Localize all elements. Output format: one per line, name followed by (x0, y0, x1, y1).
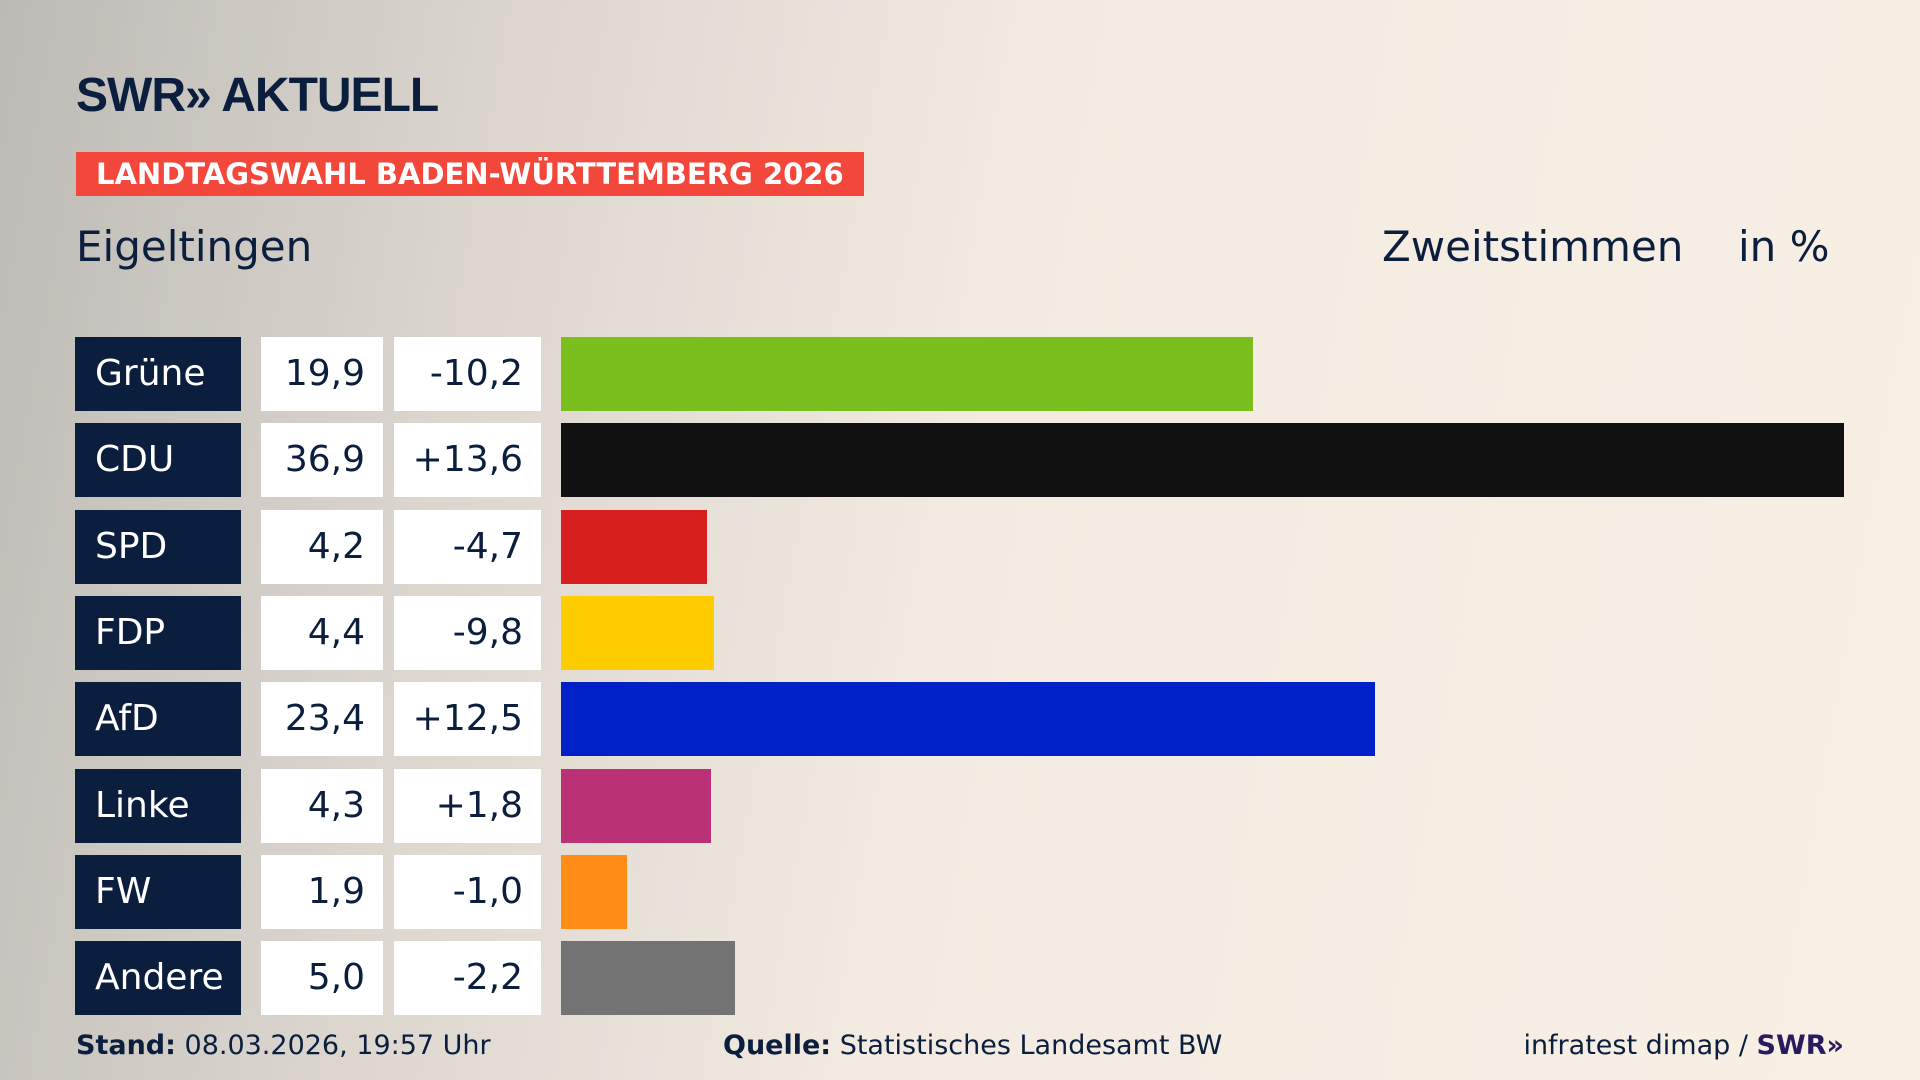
party-bar (561, 768, 711, 843)
party-name: Andere (75, 941, 241, 1016)
party-value: 36,9 (261, 423, 383, 498)
party-diff: -2,2 (394, 941, 541, 1016)
party-bar (561, 423, 1844, 498)
timestamp: Stand: 08.03.2026, 19:57 Uhr (76, 1030, 491, 1061)
party-value: 1,9 (261, 854, 383, 929)
party-diff: +12,5 (394, 682, 541, 757)
party-diff: +1,8 (394, 768, 541, 843)
party-name: FW (75, 854, 241, 929)
party-value: 4,2 (261, 509, 383, 584)
swr-aktuell-logo: SWR» AKTUELL (76, 69, 439, 122)
party-diff: +13,6 (394, 423, 541, 498)
party-name: FDP (75, 595, 241, 670)
party-bar (561, 509, 708, 584)
election-banner: LANDTAGSWAHL BADEN-WÜRTTEMBERG 2026 (76, 152, 864, 196)
party-name: SPD (75, 509, 241, 584)
party-diff: -9,8 (394, 595, 541, 670)
party-value: 23,4 (261, 682, 383, 757)
party-bar (561, 682, 1375, 757)
party-diff: -4,7 (394, 509, 541, 584)
source: Quelle: Statistisches Landesamt BW (723, 1030, 1222, 1061)
source-label: Quelle: (723, 1030, 832, 1061)
party-name: Linke (75, 768, 241, 843)
credit: infratest dimap / SWR» (1523, 1030, 1844, 1061)
party-bar (561, 854, 628, 929)
party-value: 5,0 (261, 941, 383, 1016)
party-value: 4,4 (261, 595, 383, 670)
party-bar (561, 337, 1253, 411)
party-value: 19,9 (261, 337, 383, 411)
party-diff: -1,0 (394, 854, 541, 929)
party-name: AfD (75, 682, 241, 757)
party-diff: -10,2 (394, 337, 541, 411)
party-name: Grüne (75, 337, 241, 411)
unit-label: in % (1738, 222, 1830, 271)
vote-type-label: Zweitstimmen (1382, 222, 1684, 271)
party-name: CDU (75, 423, 241, 498)
party-value: 4,3 (261, 768, 383, 843)
party-bar (561, 595, 714, 670)
stand-value: 08.03.2026, 19:57 Uhr (184, 1030, 491, 1061)
party-bar (561, 941, 735, 1016)
stand-label: Stand: (76, 1030, 176, 1061)
credit-text: infratest dimap / (1523, 1030, 1757, 1061)
place-title: Eigeltingen (76, 222, 313, 271)
source-value: Statistisches Landesamt BW (839, 1030, 1223, 1061)
swr-logo: SWR» (1756, 1030, 1844, 1061)
